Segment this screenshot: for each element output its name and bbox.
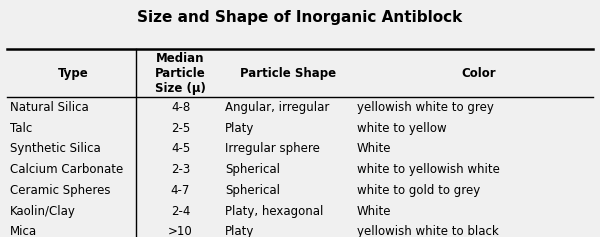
Text: Spherical: Spherical (226, 184, 280, 197)
Text: Platy: Platy (226, 122, 255, 135)
Text: white to yellowish white: white to yellowish white (357, 163, 500, 176)
Text: Mica: Mica (10, 225, 37, 237)
Text: Median
Particle
Size (μ): Median Particle Size (μ) (155, 51, 206, 95)
Text: Synthetic Silica: Synthetic Silica (10, 142, 101, 155)
Text: 4-5: 4-5 (171, 142, 190, 155)
Text: Calcium Carbonate: Calcium Carbonate (10, 163, 124, 176)
Text: 2-3: 2-3 (171, 163, 190, 176)
Text: 4-7: 4-7 (171, 184, 190, 197)
Text: Angular, irregular: Angular, irregular (226, 101, 330, 114)
Text: >10: >10 (168, 225, 193, 237)
Text: Irregular sphere: Irregular sphere (226, 142, 320, 155)
Text: yellowish white to grey: yellowish white to grey (357, 101, 494, 114)
Text: white to gold to grey: white to gold to grey (357, 184, 480, 197)
Text: Particle Shape: Particle Shape (240, 67, 336, 80)
Text: Natural Silica: Natural Silica (10, 101, 89, 114)
Text: Type: Type (58, 67, 88, 80)
Text: Size and Shape of Inorganic Antiblock: Size and Shape of Inorganic Antiblock (137, 10, 463, 25)
Text: Kaolin/Clay: Kaolin/Clay (10, 205, 76, 218)
Text: Ceramic Spheres: Ceramic Spheres (10, 184, 111, 197)
Text: yellowish white to black: yellowish white to black (357, 225, 499, 237)
Text: White: White (357, 142, 391, 155)
Text: white to yellow: white to yellow (357, 122, 446, 135)
Text: 4-8: 4-8 (171, 101, 190, 114)
Text: Platy: Platy (226, 225, 255, 237)
Text: Color: Color (462, 67, 496, 80)
Text: 2-4: 2-4 (171, 205, 190, 218)
Text: Spherical: Spherical (226, 163, 280, 176)
Text: Talc: Talc (10, 122, 32, 135)
Text: Platy, hexagonal: Platy, hexagonal (226, 205, 324, 218)
Text: 2-5: 2-5 (171, 122, 190, 135)
Text: White: White (357, 205, 391, 218)
